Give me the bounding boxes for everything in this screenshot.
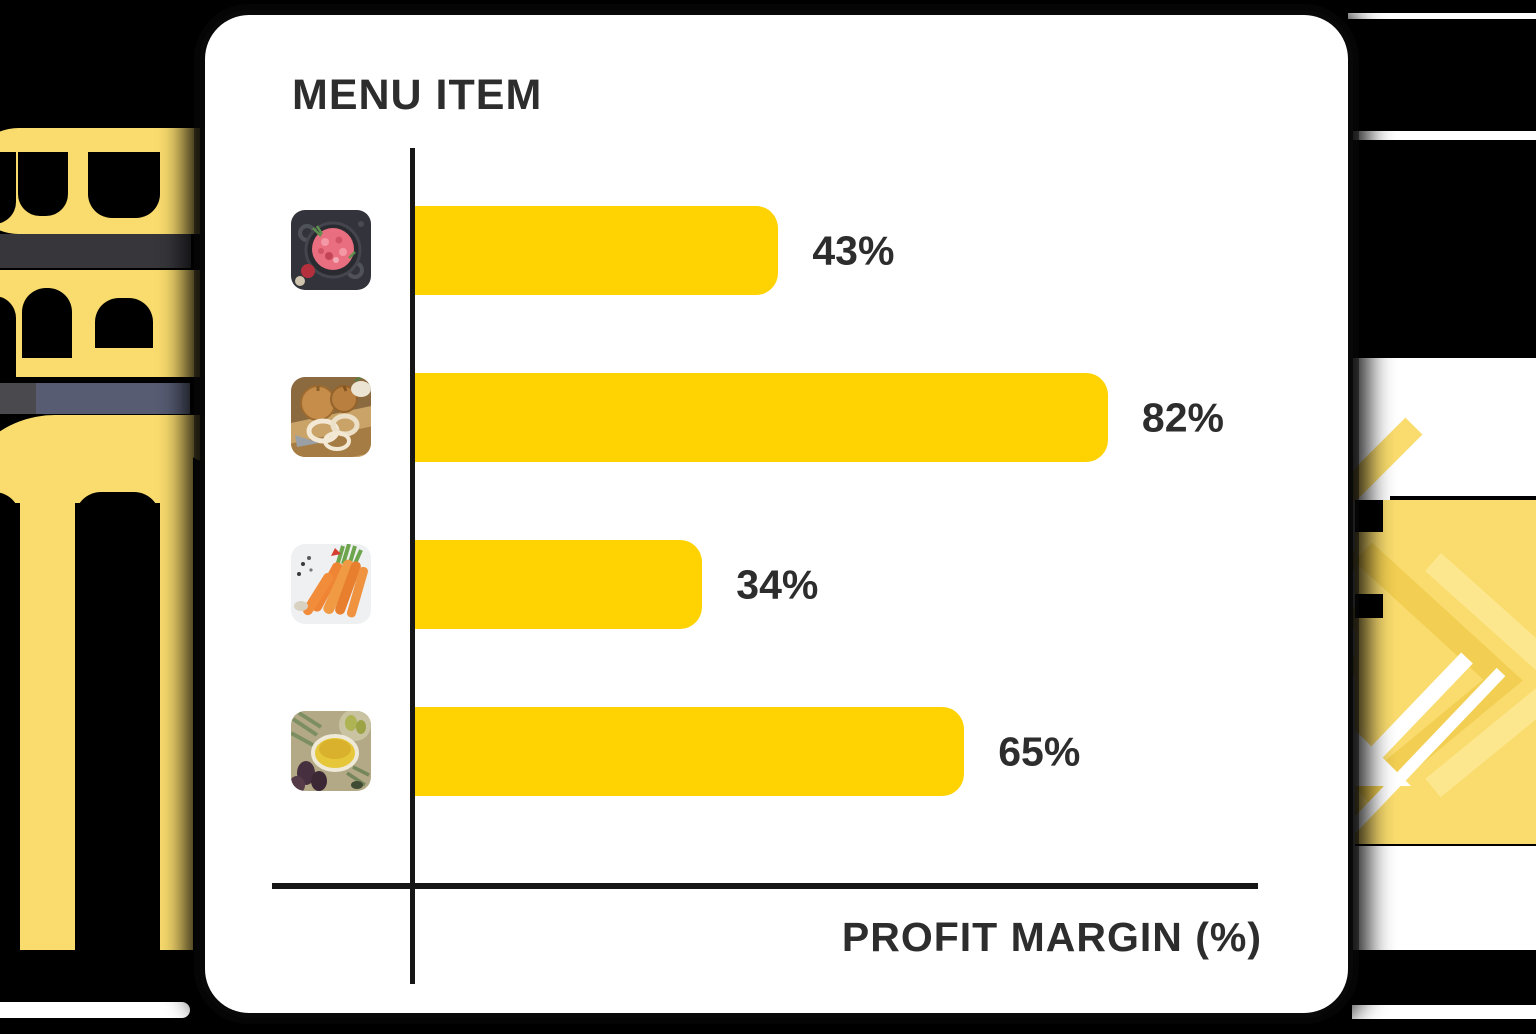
decoration-white-line [1348,13,1536,19]
ground-meat-photo [291,210,371,290]
decoration-slate-band [0,383,190,414]
bar-value-label: 34% [736,561,819,607]
decoration-corner-piece [186,415,206,461]
bar-row: 43% [205,206,1348,295]
decoration-hole [0,296,16,377]
carrots-photo [291,544,371,624]
decoration-white-line [1348,131,1536,140]
decoration-edge-line [1390,496,1536,501]
decoration-stripe-vertical [160,470,193,950]
olive-oil-icon [291,711,371,791]
chart-title: MENU ITEM [292,71,543,119]
decoration-hole [0,152,16,224]
profit-bar [415,540,703,629]
decoration-hole [88,152,160,218]
decoration-gray-band [0,234,191,268]
bar-row: 34% [205,540,1348,629]
decoration-letter-row-middle [0,270,208,377]
bar-value-label: 82% [1141,394,1224,440]
profit-bar [415,373,1108,462]
x-axis-line [272,883,1258,889]
profit-bar [415,707,965,796]
chevron-arrow-graphic [1355,500,1536,844]
decoration-hole [95,298,153,348]
decoration-white-strip [1352,1005,1536,1019]
x-axis-title: PROFIT MARGIN (%) [841,914,1262,960]
carrots-icon [291,544,371,624]
onions-icon [291,377,371,457]
bar-row: 82% [205,373,1348,462]
decoration-hole [22,288,72,358]
decoration-gap [75,492,160,522]
bar-row: 65% [205,707,1348,796]
y-axis-line [410,148,415,984]
chart-card: MENU ITEM [205,15,1348,1013]
profit-bar [415,206,779,295]
olive-oil-photo [291,711,371,791]
bar-value-label: 43% [812,227,895,273]
onions-photo [291,377,371,457]
decoration-hole [18,152,68,216]
bar-value-label: 65% [998,728,1081,774]
decoration-white-strip [0,1002,190,1018]
decoration-stripe-vertical [20,470,75,950]
decoration-letter-row-top [0,128,208,234]
ground-meat-icon [291,210,371,290]
